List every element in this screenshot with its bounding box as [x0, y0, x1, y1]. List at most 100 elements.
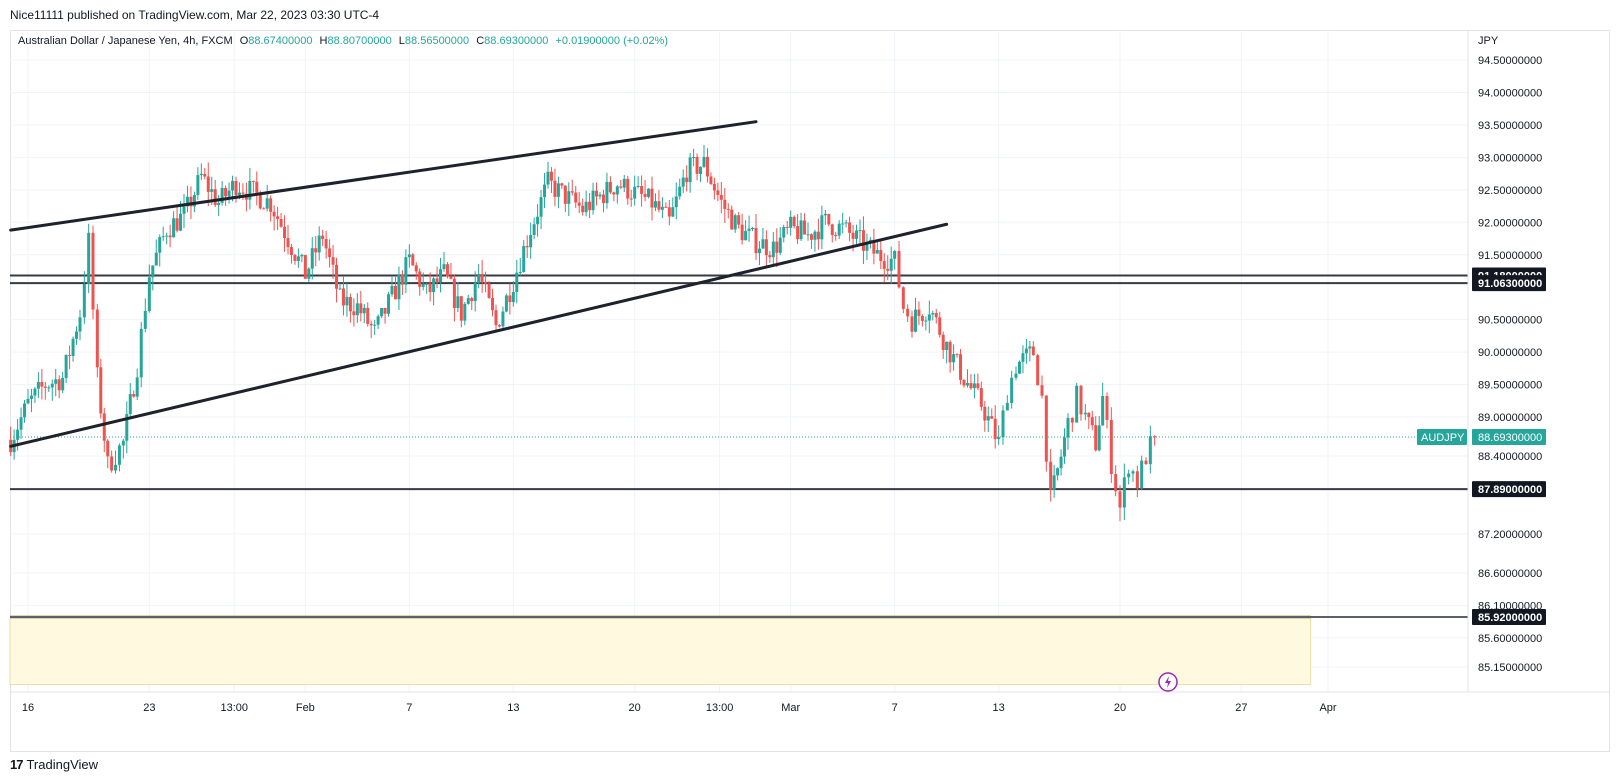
time-tick-label: 13: [507, 702, 519, 714]
legend-open-label: O: [239, 35, 249, 47]
candle-body: [16, 429, 20, 440]
candle-body: [941, 334, 945, 351]
candle-body: [143, 310, 147, 329]
candle-body: [525, 246, 529, 248]
candle-body: [901, 287, 905, 309]
candle-body: [501, 311, 505, 327]
time-tick-label: 13:00: [706, 702, 734, 714]
candle-body: [26, 398, 30, 404]
candle-body: [206, 176, 210, 192]
candle-body: [255, 181, 259, 193]
candle-body: [1001, 410, 1005, 438]
candle-body: [203, 173, 207, 177]
price-tick-label: 88.40000000: [1478, 451, 1542, 463]
candle-body: [1083, 412, 1087, 415]
price-tick-label: 93.00000000: [1478, 152, 1542, 164]
candle-body: [820, 215, 824, 240]
candle-body: [1114, 473, 1118, 492]
candle-body: [931, 313, 935, 315]
candle-body: [91, 232, 95, 310]
candle-body: [927, 314, 931, 321]
price-tick-label: 89.50000000: [1478, 380, 1542, 392]
candle-body: [128, 394, 132, 415]
level-price-label: 87.89000000: [1478, 484, 1542, 496]
axis-marks: 91.1800000091.0630000087.8900000085.9200…: [1158, 267, 1546, 692]
candle-body: [473, 282, 477, 302]
candle-body: [723, 199, 727, 209]
candle-body: [886, 268, 890, 271]
candle-body: [889, 258, 893, 271]
candle-body: [813, 231, 817, 240]
candle-body: [872, 239, 876, 254]
candle-body: [217, 202, 221, 206]
candle-body: [959, 354, 963, 380]
tradingview-brand[interactable]: 17 TradingView: [10, 757, 98, 772]
legend-high: 88.80700000: [327, 35, 392, 47]
price-tick-label: 91.50000000: [1478, 250, 1542, 262]
candle-body: [331, 257, 335, 265]
trend-line: [9, 120, 758, 232]
legend-close-label: C: [476, 35, 485, 47]
candle-body: [865, 241, 869, 251]
candle-body: [487, 283, 491, 298]
brand-name: TradingView: [26, 757, 99, 772]
candle-body: [702, 156, 706, 167]
candle-body: [54, 379, 58, 384]
candle-body: [23, 403, 27, 418]
candle-body: [972, 383, 976, 389]
candle-body: [348, 296, 352, 312]
candle-body: [546, 171, 550, 185]
candle-body: [1101, 396, 1105, 426]
candle-body: [990, 416, 994, 419]
legend-low: 88.56500000: [404, 35, 470, 47]
candle-body: [1040, 385, 1044, 396]
candle-body: [1021, 353, 1025, 362]
candle-body: [192, 194, 196, 207]
candle-body: [823, 213, 827, 216]
chart-frame: [10, 30, 1610, 752]
candle-body: [248, 180, 252, 200]
candle-body: [560, 183, 564, 186]
candle-body: [352, 311, 356, 316]
price-tick-label: 87.20000000: [1478, 529, 1542, 541]
candle-body: [508, 295, 512, 303]
candle-body: [1066, 417, 1070, 438]
candle-body: [1153, 436, 1157, 438]
candle-body: [629, 198, 633, 200]
candle-body: [418, 271, 422, 287]
axis-currency-label: JPY: [1478, 35, 1499, 47]
symbol-tag: [1417, 428, 1467, 445]
price-tick-label: 90.50000000: [1478, 315, 1542, 327]
price-tick-label: 92.50000000: [1478, 185, 1542, 197]
symbol-tag-label: AUDJPY: [1421, 432, 1465, 444]
candle-body: [1087, 412, 1091, 418]
candle-body: [553, 180, 557, 197]
candle-body: [705, 156, 709, 177]
candle-body: [775, 241, 779, 253]
candle-body: [882, 261, 886, 269]
candle-body: [768, 255, 772, 258]
time-axis: 16 23 13:00 Feb 7 13 20 13:00 Mar 7 13 20 27 Apr: [10, 691, 1610, 714]
level-price-label: 91.06300000: [1478, 278, 1542, 290]
candle-body: [782, 226, 786, 238]
candle-body: [154, 252, 158, 266]
candle-body: [612, 192, 616, 195]
candle-body: [1131, 471, 1135, 474]
candle-body: [591, 190, 595, 211]
candle-body: [231, 180, 235, 191]
candle-body: [445, 264, 449, 277]
candle-body: [751, 227, 755, 229]
time-tick-label: 13:00: [221, 702, 249, 714]
candle-body: [685, 177, 689, 183]
candle-body: [158, 237, 162, 253]
candle-body: [664, 206, 668, 208]
candle-body: [806, 234, 810, 236]
candle-body: [917, 309, 921, 316]
candle-body: [754, 227, 758, 254]
level-price-tag: [1472, 481, 1546, 498]
legend-close: 88.69300000: [484, 35, 549, 47]
candle-body: [99, 367, 103, 414]
candle-body: [491, 297, 495, 311]
lightning-icon-bolt: [1165, 676, 1171, 688]
